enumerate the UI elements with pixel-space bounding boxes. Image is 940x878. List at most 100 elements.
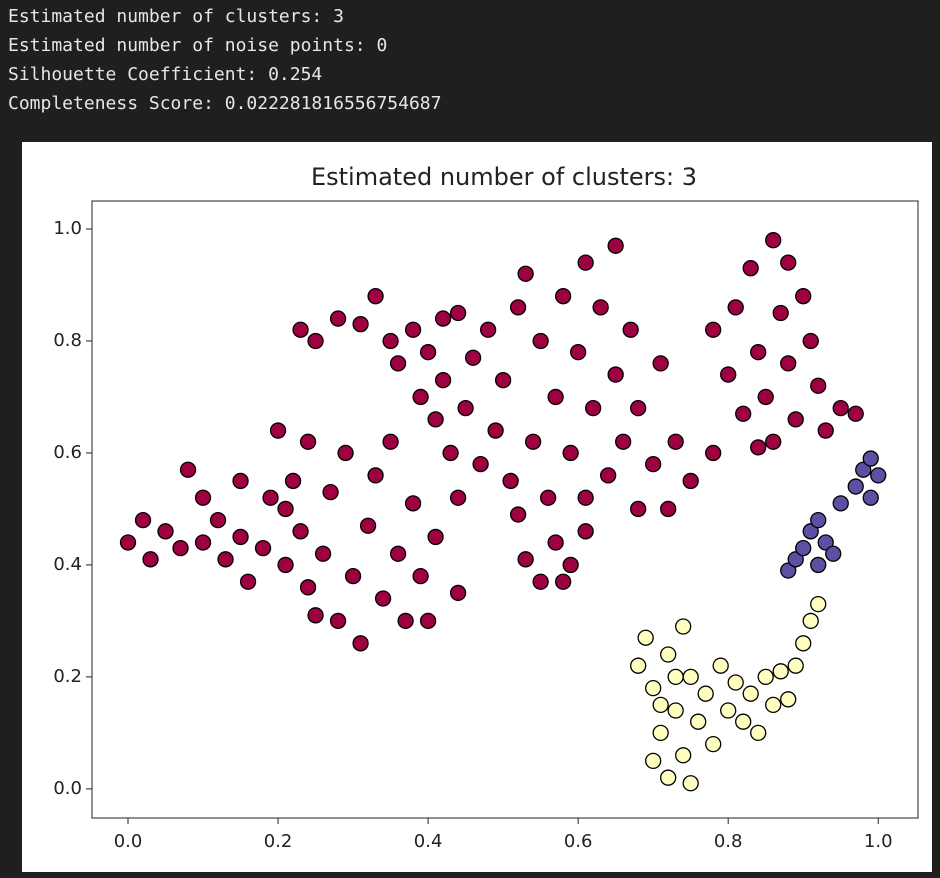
point xyxy=(562,556,579,574)
point xyxy=(720,366,737,383)
x-tick-label: 0.6 xyxy=(564,831,593,852)
point xyxy=(817,534,834,551)
point xyxy=(449,489,467,506)
point xyxy=(337,444,354,462)
output-line: Silhouette Coefficient: 0.254 xyxy=(8,64,323,85)
output-line: Estimated number of noise points: 0 xyxy=(8,35,388,56)
point xyxy=(622,321,639,338)
point xyxy=(862,489,879,506)
point xyxy=(637,629,654,646)
point xyxy=(697,685,714,702)
point xyxy=(172,539,189,557)
point xyxy=(404,495,422,512)
point xyxy=(352,635,369,652)
point xyxy=(630,400,647,417)
point xyxy=(712,657,729,674)
point xyxy=(870,467,887,484)
point xyxy=(494,372,512,389)
point xyxy=(727,674,744,691)
point xyxy=(765,696,782,714)
point xyxy=(194,489,212,506)
point xyxy=(652,696,669,714)
point xyxy=(329,310,347,327)
point xyxy=(577,254,594,271)
point xyxy=(682,775,699,792)
y-tick-label: 0.0 xyxy=(53,778,82,799)
point xyxy=(802,332,819,350)
point xyxy=(787,657,804,674)
point xyxy=(449,304,467,322)
point xyxy=(547,388,564,406)
point xyxy=(389,355,407,372)
point xyxy=(705,444,722,462)
point xyxy=(434,372,452,389)
y-tick-label: 0.8 xyxy=(53,330,82,351)
point xyxy=(765,232,782,249)
point xyxy=(532,573,549,590)
point xyxy=(547,534,564,551)
point xyxy=(412,388,429,406)
point xyxy=(457,400,474,417)
point xyxy=(194,534,212,551)
point xyxy=(142,551,159,568)
point xyxy=(562,444,579,462)
point xyxy=(404,321,422,338)
y-tick-label: 1.0 xyxy=(53,218,82,239)
point xyxy=(750,344,767,361)
point xyxy=(517,551,534,568)
x-tick-label: 0.8 xyxy=(714,831,743,852)
point xyxy=(262,489,279,506)
point xyxy=(239,573,257,590)
point xyxy=(690,713,707,730)
point xyxy=(254,539,272,557)
point xyxy=(772,663,789,680)
point xyxy=(442,444,459,462)
point xyxy=(367,288,384,305)
y-tick-label: 0.2 xyxy=(53,666,82,687)
point xyxy=(329,612,347,630)
point xyxy=(742,260,759,277)
point xyxy=(780,254,797,271)
point xyxy=(479,321,497,338)
point xyxy=(727,299,744,316)
point xyxy=(487,422,504,439)
point xyxy=(667,433,684,450)
point xyxy=(517,265,534,282)
point xyxy=(780,562,797,579)
point xyxy=(832,400,849,417)
point xyxy=(427,411,444,428)
point xyxy=(652,724,669,742)
point xyxy=(682,668,699,686)
point xyxy=(277,556,294,574)
point xyxy=(419,612,437,630)
point xyxy=(374,590,392,607)
x-tick-label: 0.2 xyxy=(264,831,293,852)
point xyxy=(119,534,137,551)
point xyxy=(277,500,294,518)
output-line: Estimated number of clusters: 3 xyxy=(8,6,344,27)
point xyxy=(705,735,722,753)
point xyxy=(645,455,662,473)
point xyxy=(847,405,864,422)
point xyxy=(585,400,602,417)
point xyxy=(569,344,587,361)
point xyxy=(652,355,669,372)
point xyxy=(667,668,684,686)
point xyxy=(787,411,804,428)
point xyxy=(795,288,812,305)
point xyxy=(750,724,767,742)
point xyxy=(232,472,249,490)
point xyxy=(472,455,489,473)
point xyxy=(592,299,609,316)
point xyxy=(810,511,827,529)
point xyxy=(419,344,437,361)
point xyxy=(539,489,557,506)
point xyxy=(720,702,737,719)
point xyxy=(209,511,227,529)
point xyxy=(352,316,369,333)
point xyxy=(645,752,662,770)
point xyxy=(532,332,549,350)
point xyxy=(660,769,677,786)
point xyxy=(554,573,572,590)
